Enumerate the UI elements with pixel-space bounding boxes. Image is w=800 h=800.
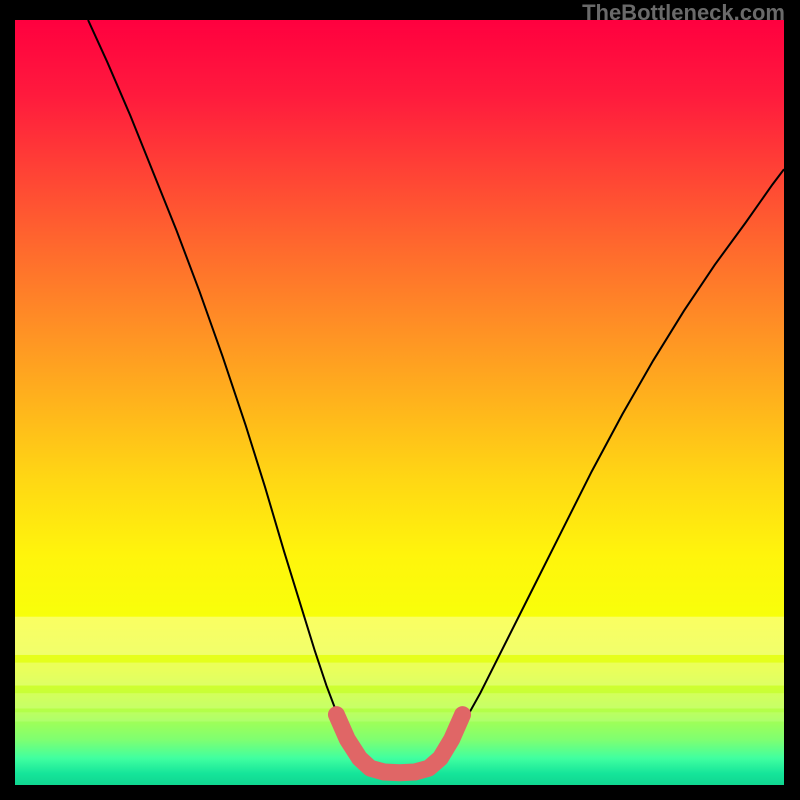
watermark-text: TheBottleneck.com (582, 0, 785, 26)
overlay-bands (15, 617, 784, 722)
bottleneck-chart (15, 20, 784, 785)
